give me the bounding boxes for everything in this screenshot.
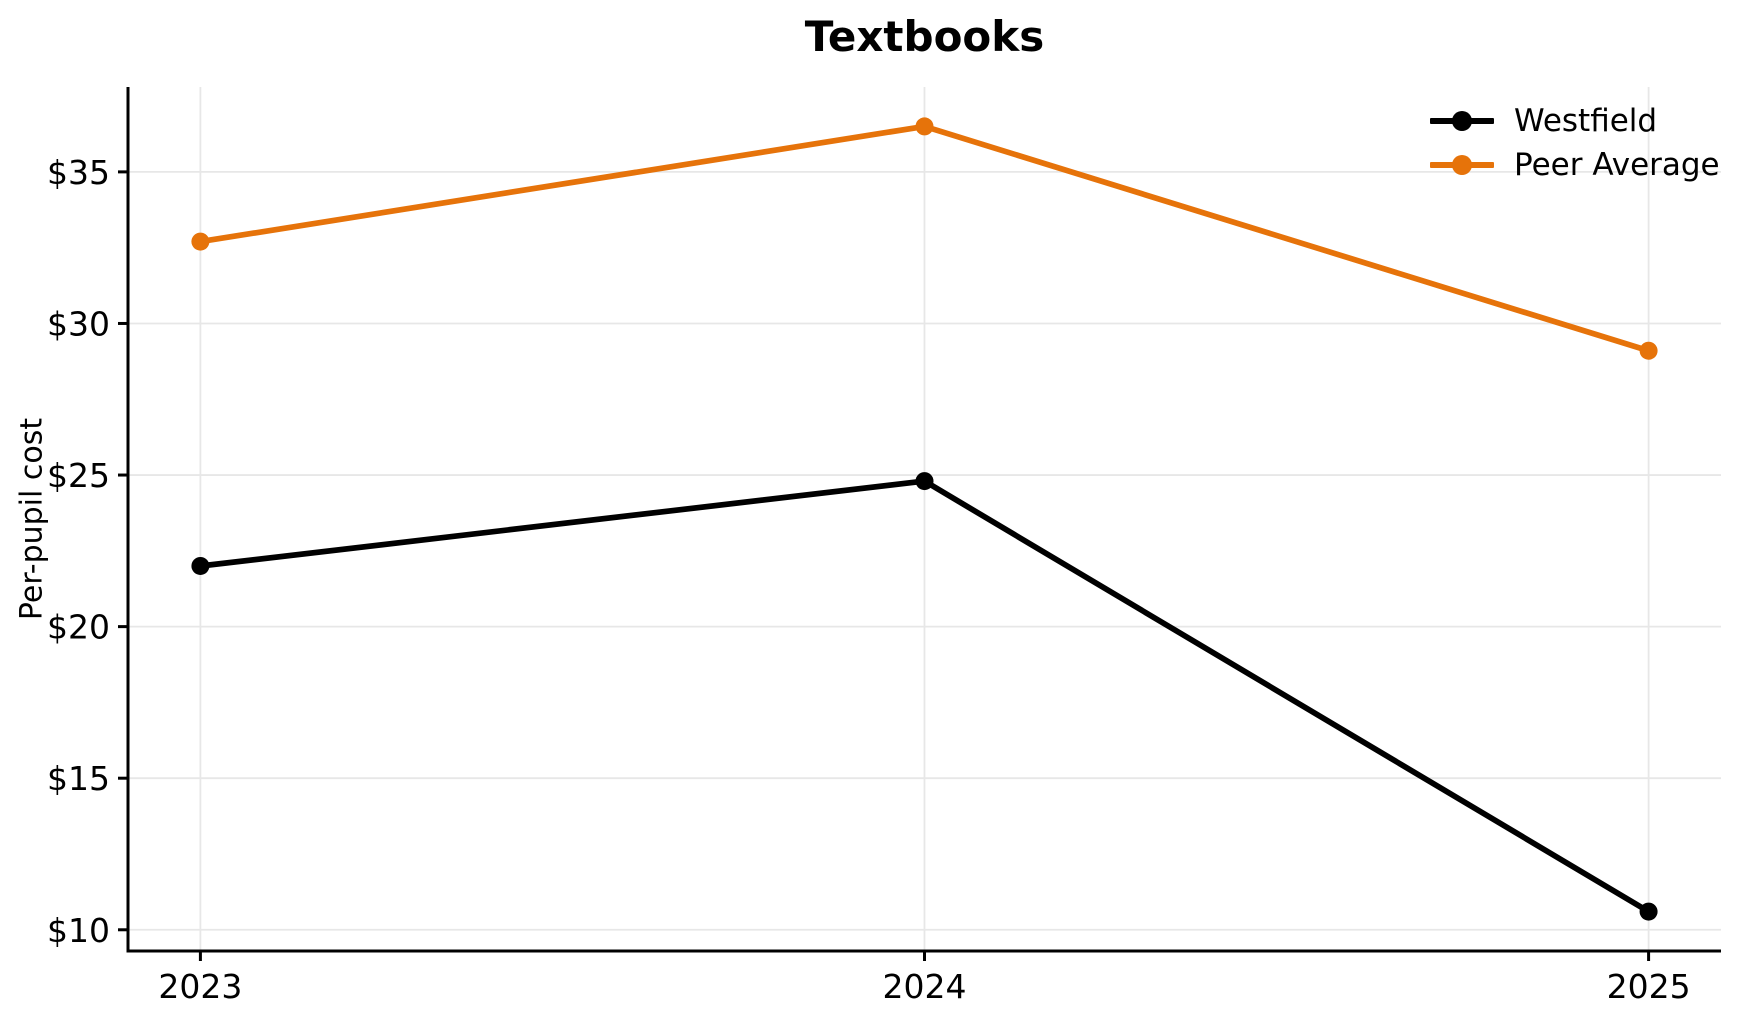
legend-item-westfield: Westfield: [1430, 103, 1720, 139]
legend-marker-icon: [1452, 155, 1472, 175]
data-point-westfield: [1639, 902, 1658, 921]
data-point-westfield: [915, 472, 934, 491]
legend-label-westfield: Westfield: [1514, 103, 1658, 139]
x-tick-label: 2024: [883, 967, 967, 1006]
legend: Westfield Peer Average: [1430, 103, 1720, 183]
legend-swatch-westfield: [1430, 110, 1494, 132]
data-point-peer-average: [915, 117, 934, 136]
y-tick-label: $30: [47, 304, 110, 343]
y-tick-label: $10: [47, 911, 110, 950]
data-point-peer-average: [1639, 341, 1658, 360]
data-point-westfield: [191, 556, 210, 575]
legend-marker-icon: [1452, 111, 1472, 131]
legend-item-peer-average: Peer Average: [1430, 147, 1720, 183]
x-tick-label: 2023: [158, 967, 242, 1006]
x-tick-label: 2025: [1607, 967, 1691, 1006]
legend-label-peer-average: Peer Average: [1514, 147, 1720, 183]
y-tick-label: $25: [47, 456, 110, 495]
y-tick-label: $20: [47, 608, 110, 647]
chart-title: Textbooks: [804, 12, 1045, 61]
legend-swatch-peer-average: [1430, 154, 1494, 176]
y-tick-label: $35: [47, 153, 110, 192]
y-tick-label: $15: [47, 759, 110, 798]
data-point-peer-average: [191, 232, 210, 251]
